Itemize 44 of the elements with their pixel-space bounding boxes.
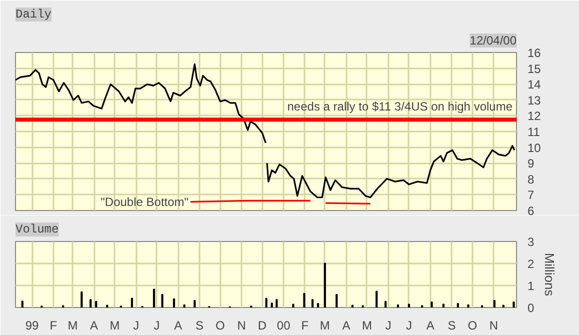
y-tick-label: 9	[528, 156, 534, 171]
x-tick-label: F	[50, 318, 58, 332]
x-tick-label: 99	[25, 318, 40, 332]
x-tick-label: O	[468, 318, 478, 332]
x-tick-label: F	[301, 318, 309, 332]
y-tick-label: 10	[528, 140, 542, 155]
y-tick-label: 0	[528, 301, 534, 315]
chart-title: Volume	[16, 222, 59, 236]
y-tick-label: 16	[528, 46, 542, 60]
annotation: "Double Bottom"	[100, 194, 189, 209]
x-tick-label: J	[385, 318, 392, 332]
x-tick-label: M	[68, 318, 78, 332]
chart-subtitle: 12/04/00	[470, 34, 517, 48]
y-tick-label: 7	[528, 188, 534, 202]
x-tick-label: M	[362, 318, 372, 332]
y-tick-label: 11	[528, 125, 540, 139]
annotation: needs a rally to $11 3/4US on high volume	[287, 100, 513, 114]
x-tick-label: J	[133, 318, 140, 332]
y-tick-label: 8	[528, 172, 534, 186]
x-tick-label: A	[426, 318, 434, 332]
y-tick-label: 2	[528, 257, 534, 271]
x-tick-label: J	[406, 318, 412, 332]
y-tick-label: 1	[528, 279, 534, 293]
x-tick-label: D	[258, 318, 267, 332]
x-tick-label: J	[154, 318, 160, 332]
x-tick-label: M	[320, 318, 330, 332]
y-tick-label: 6	[528, 204, 534, 218]
y-tick-label: 3	[528, 235, 534, 249]
y-tick-label: 13	[528, 93, 542, 108]
y-tick-label: 12	[528, 109, 542, 124]
y-axis-title: Millions	[542, 252, 558, 297]
y-tick-label: 14	[528, 78, 542, 92]
x-tick-label: A	[174, 318, 182, 332]
x-tick-label: A	[90, 318, 98, 332]
x-tick-label: S	[448, 318, 456, 332]
chart-title: Daily	[16, 8, 52, 22]
x-tick-label: S	[195, 318, 204, 332]
x-tick-label: N	[489, 318, 498, 332]
x-tick-label: A	[342, 318, 350, 332]
x-tick-label: O	[216, 318, 225, 332]
x-tick-label: M	[110, 318, 120, 332]
y-tick-label: 15	[528, 62, 542, 76]
x-tick-label: N	[237, 318, 246, 332]
x-tick-label: 00	[276, 318, 291, 332]
